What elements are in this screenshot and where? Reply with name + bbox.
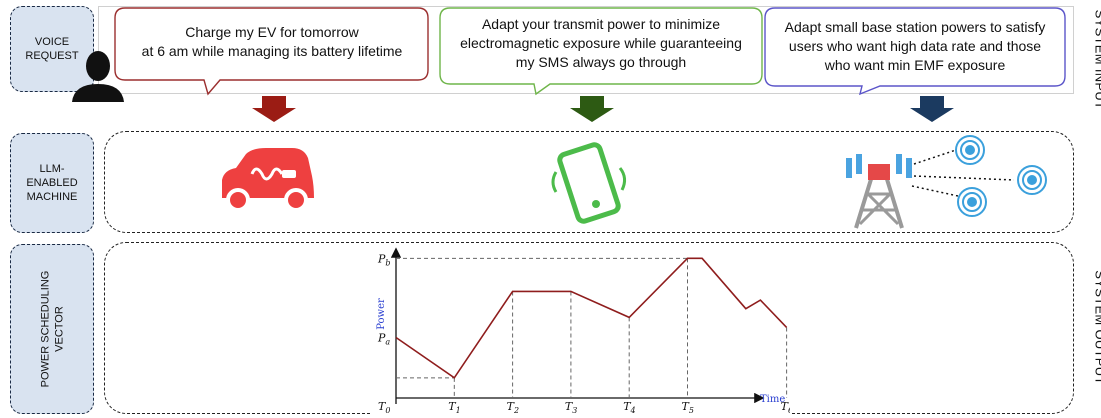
base-station-icon (846, 149, 1015, 229)
system-output-label: SYSTEM OUTPUT (1092, 270, 1101, 385)
x-tick-label-3: T3 (565, 400, 577, 415)
x-axis-label: Time (760, 394, 785, 405)
down-arrow-ev (252, 96, 296, 122)
llm-icons (222, 135, 1047, 229)
bubble-text-ev: Charge my EV for tomorrow at 6 am while … (141, 24, 403, 59)
voice-request-line2: REQUEST (25, 50, 79, 62)
user-device-icon-1 (955, 135, 985, 165)
power-vector-label: POWER SCHEDULING VECTOR (10, 244, 94, 414)
speech-bubble-station (764, 7, 1066, 96)
input-strip (98, 6, 1074, 94)
power-chart: T0 T1 T2 T3 T4 T5 T6 Pa Pb Time Power (370, 244, 790, 416)
x-tick-label-4: T4 (623, 400, 635, 415)
user-device-icon-2 (1017, 165, 1047, 195)
x-tick-label-2: T2 (507, 400, 519, 415)
down-arrow-phone (570, 96, 614, 122)
electric-car-icon (222, 148, 314, 212)
speech-bubble-ev (114, 7, 429, 96)
voice-request-label: VOICE REQUEST (10, 6, 94, 92)
llm-machine-box (104, 131, 1074, 233)
user-device-icon-3 (957, 187, 987, 217)
voice-request-line1: VOICE (34, 36, 70, 48)
down-arrow-station (910, 96, 954, 122)
user-silhouette-icon (72, 51, 124, 102)
bubble-text-station: Adapt small base station powers to satis… (784, 19, 1046, 73)
y-tick-label-1: Pb (377, 252, 391, 267)
input-graphics (72, 7, 1066, 122)
x-tick-label-5: T5 (682, 400, 694, 415)
power-series-line (395, 257, 788, 379)
speech-bubble-phone (439, 7, 763, 96)
vibrating-phone-icon (551, 142, 627, 224)
x-tick-label-0: T0 (378, 400, 390, 415)
llm-machine-label: LLM- ENABLED MACHINE (10, 133, 94, 233)
x-tick-label-6: T6 (781, 400, 790, 415)
y-tick-label-0: Pa (377, 332, 390, 347)
x-tick-label-1: T1 (448, 400, 460, 415)
y-axis-label: Power (376, 298, 387, 330)
bubble-text-phone: Adapt your transmit power to minimize el… (460, 16, 742, 70)
